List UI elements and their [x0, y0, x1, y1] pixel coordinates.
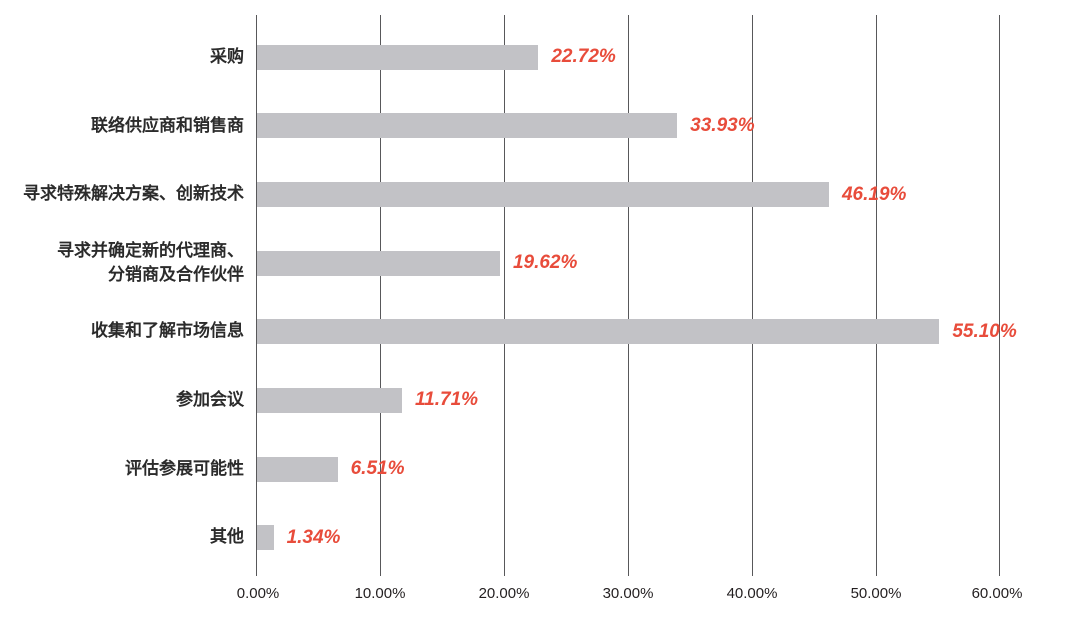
bar-row: 评估参展可能性 6.51%	[0, 435, 1000, 504]
bar-row: 联络供应商和销售商 33.93%	[0, 92, 1000, 161]
bar-rows: 采购 22.72% 联络供应商和销售商 33.93% 寻求特殊解决方案、创新技术…	[0, 23, 1017, 572]
value-label: 22.72%	[551, 46, 616, 68]
bar-row: 寻求并确定新的代理商、 分销商及合作伙伴 19.62%	[0, 229, 1000, 298]
bar	[257, 250, 500, 276]
bar	[257, 319, 940, 345]
bar-track: 11.71%	[257, 387, 1000, 413]
gridline	[752, 15, 753, 576]
value-label: 46.19%	[841, 183, 907, 205]
bar-row: 其他 1.34%	[0, 503, 1000, 572]
value-label: 33.93%	[690, 114, 755, 136]
gridline	[380, 15, 381, 576]
bar	[257, 44, 539, 70]
category-label: 寻求并确定新的代理商、 分销商及合作伙伴	[57, 240, 244, 285]
gridline	[504, 15, 505, 576]
bar	[257, 456, 338, 482]
bar-row: 寻求特殊解决方案、创新技术 46.19%	[0, 160, 1000, 229]
gridline	[628, 15, 629, 576]
bar	[257, 525, 274, 551]
bar-track: 33.93%	[257, 113, 1000, 139]
x-axis-tick-label: 10.00%	[354, 585, 406, 602]
bar-track: 19.62%	[257, 250, 1000, 276]
gridline	[999, 15, 1000, 576]
bar-track: 1.34%	[257, 525, 1000, 551]
bar-track: 46.19%	[257, 182, 1000, 208]
bar-track: 6.51%	[257, 456, 1000, 482]
x-axis: 0.00% 10.00% 20.00% 30.00% 40.00% 50.00%…	[237, 585, 1023, 607]
x-axis-tick-label: 60.00%	[971, 585, 1023, 602]
x-axis-tick-label: 20.00%	[478, 585, 530, 602]
x-axis-tick-label: 0.00%	[236, 585, 280, 602]
bar-row: 收集和了解市场信息 55.10%	[0, 298, 1017, 367]
value-label: 11.71%	[415, 389, 479, 411]
bar-track: 55.10%	[257, 319, 1017, 345]
category-label: 联络供应商和销售商	[91, 115, 244, 135]
bar-row: 采购 22.72%	[0, 23, 1000, 92]
category-label: 参加会议	[176, 390, 244, 410]
value-label: 1.34%	[286, 526, 341, 548]
x-axis-tick-label: 50.00%	[850, 585, 902, 602]
bar-row: 参加会议 11.71%	[0, 366, 1000, 435]
bar	[257, 113, 678, 139]
category-label: 其他	[210, 527, 244, 547]
bar-track: 22.72%	[257, 44, 1000, 70]
x-axis-tick-label: 30.00%	[602, 585, 654, 602]
x-axis-tick-label: 40.00%	[726, 585, 778, 602]
value-label: 55.10%	[952, 320, 1017, 342]
plot-area	[256, 15, 1000, 576]
category-label: 收集和了解市场信息	[91, 321, 244, 341]
bar	[257, 182, 829, 208]
value-label: 19.62%	[512, 252, 578, 274]
category-label: 寻求特殊解决方案、创新技术	[23, 184, 244, 204]
value-label: 6.51%	[350, 458, 405, 480]
gridline	[256, 15, 257, 576]
category-label: 评估参展可能性	[125, 458, 244, 478]
category-label: 采购	[210, 46, 244, 66]
gridline	[876, 15, 877, 576]
bar	[257, 387, 402, 413]
